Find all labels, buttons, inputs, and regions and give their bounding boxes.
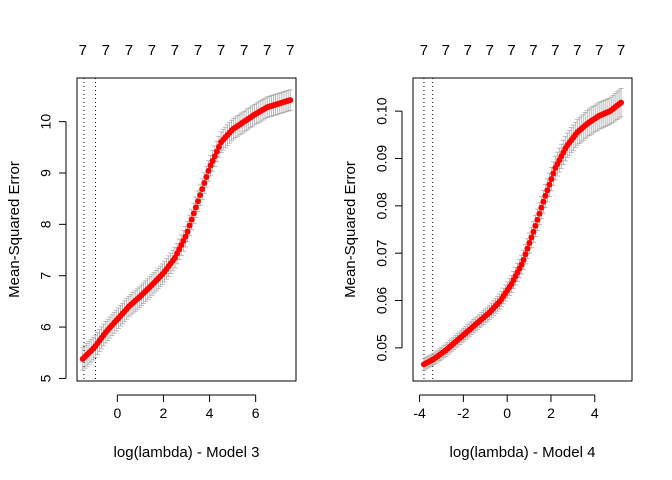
top-tick-label: 7 [485, 42, 493, 59]
reference-lines [83, 78, 96, 381]
x-axis-label: log(lambda) - Model 3 [114, 444, 260, 461]
data-point [203, 173, 210, 180]
x-tick-label: 2 [160, 405, 168, 421]
top-tick-label: 7 [263, 42, 271, 59]
top-tick-label: 7 [595, 42, 603, 59]
y-axis: 5 6 7 8 9 10 [38, 114, 67, 382]
data-point [186, 222, 193, 229]
x-tick-label: -2 [457, 405, 470, 421]
data-point [190, 210, 197, 217]
y-tick-label: 10 [38, 114, 54, 130]
data-point [209, 157, 216, 164]
x-tick-label: 2 [547, 405, 555, 421]
data-point [195, 198, 202, 205]
data-point [192, 204, 199, 211]
data-point [536, 210, 543, 217]
top-tick-label: 7 [171, 42, 179, 59]
y-tick-label: 9 [38, 169, 54, 177]
top-tick-label: 7 [464, 42, 472, 59]
x-axis-label: log(lambda) - Model 4 [450, 444, 596, 461]
data-point [182, 233, 189, 240]
data-point [618, 99, 625, 106]
x-tick-label: 0 [113, 405, 121, 421]
panel-model-3: log(lambda) - Model 3 Mean-Squared Error… [6, 42, 297, 461]
data-point [524, 245, 531, 252]
data-point [522, 251, 529, 258]
x-axis: -4 -2 0 2 4 [413, 394, 599, 421]
data-point [548, 176, 555, 183]
y-tick-label: 5 [38, 374, 54, 382]
data-point [538, 204, 545, 211]
y-tick-label: 6 [38, 323, 54, 331]
top-tick-label: 7 [240, 42, 248, 59]
data-point [188, 216, 195, 223]
data-point [215, 143, 222, 150]
data-point [544, 187, 551, 194]
data-point [534, 216, 541, 223]
data-point [201, 180, 208, 187]
data-point [520, 256, 527, 263]
top-tick-label: 7 [507, 42, 515, 59]
y-tick-label: 7 [38, 272, 54, 280]
data-point [211, 153, 218, 160]
y-axis-label: Mean-Squared Error [6, 161, 23, 298]
plot-frame [76, 77, 297, 382]
top-tick-label: 7 [442, 42, 450, 59]
x-tick-label: 4 [206, 405, 214, 421]
top-tick-label: 7 [529, 42, 537, 59]
data-point [540, 198, 547, 205]
y-tick-label: 0.06 [374, 287, 390, 314]
y-tick-label: 0.07 [374, 239, 390, 266]
data-point [530, 228, 537, 235]
data-point [287, 97, 294, 104]
top-tick-label: 7 [551, 42, 559, 59]
data-points [420, 99, 625, 368]
top-tick-label: 7 [617, 42, 625, 59]
x-tick-label: -4 [413, 405, 426, 421]
data-points [79, 97, 294, 362]
x-tick-label: 4 [591, 405, 599, 421]
x-tick-label: 0 [503, 405, 511, 421]
data-point [184, 228, 191, 235]
plot-frame [412, 77, 633, 382]
y-axis: 0.05 0.06 0.07 0.08 0.09 0.10 [374, 97, 403, 361]
top-tick-label: 7 [148, 42, 156, 59]
data-point [532, 222, 539, 229]
top-tick-label: 7 [102, 42, 110, 59]
y-axis-label: Mean-Squared Error [342, 161, 359, 298]
y-tick-label: 0.08 [374, 192, 390, 219]
y-tick-label: 8 [38, 220, 54, 228]
top-tick-label: 7 [286, 42, 294, 59]
data-point [528, 234, 535, 241]
y-tick-label: 0.05 [374, 334, 390, 361]
data-point [546, 181, 553, 188]
top-tick-label: 7 [573, 42, 581, 59]
data-point [526, 240, 533, 247]
top-tick-label: 7 [79, 42, 87, 59]
data-point [197, 192, 204, 199]
top-tick-label: 7 [420, 42, 428, 59]
data-point [542, 192, 549, 199]
data-point [199, 186, 206, 193]
panel-model-4: log(lambda) - Model 4 Mean-Squared Error… [342, 42, 633, 461]
y-tick-label: 0.09 [374, 145, 390, 172]
top-tick-label: 7 [194, 42, 202, 59]
x-axis: 0 2 4 6 [113, 394, 260, 421]
x-tick-label: 6 [252, 405, 260, 421]
data-point [550, 170, 557, 177]
y-tick-label: 0.10 [374, 97, 390, 124]
data-point [205, 167, 212, 174]
top-tick-label: 7 [217, 42, 225, 59]
data-point [213, 148, 220, 155]
top-tick-label: 7 [125, 42, 133, 59]
reference-lines [423, 78, 434, 381]
data-point [207, 162, 214, 169]
data-point [518, 261, 525, 268]
